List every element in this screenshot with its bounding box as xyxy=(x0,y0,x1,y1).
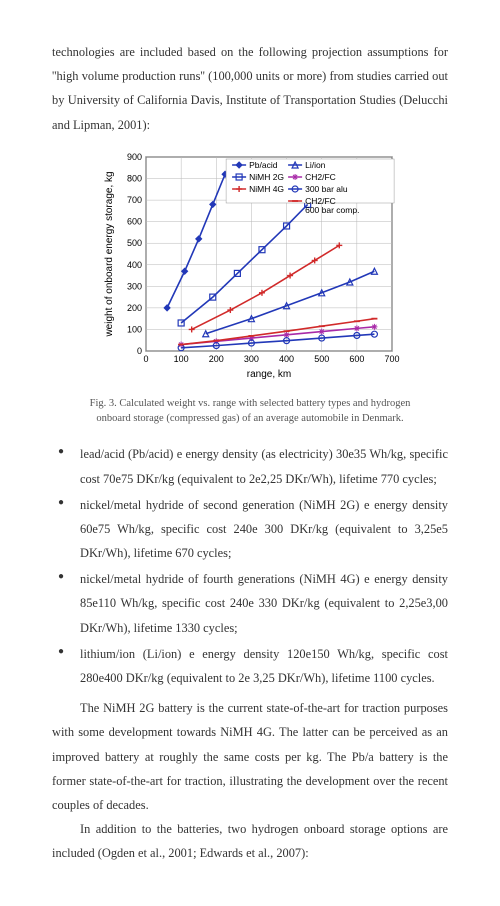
battery-item: lithium/ion (Li/ion) e energy density 12… xyxy=(52,642,448,690)
svg-text:600: 600 xyxy=(349,354,364,364)
battery-list: lead/acid (Pb/acid) e energy density (as… xyxy=(52,442,448,690)
svg-text:0: 0 xyxy=(137,346,142,356)
svg-text:Li/ion: Li/ion xyxy=(305,160,326,170)
paragraph-nimh: The NiMH 2G battery is the current state… xyxy=(52,696,448,817)
intro-paragraph: technologies are included based on the f… xyxy=(52,40,448,137)
svg-text:500: 500 xyxy=(314,354,329,364)
svg-text:weight of onboard energy stora: weight of onboard energy storage, kg xyxy=(104,171,115,337)
svg-text:400: 400 xyxy=(279,354,294,364)
svg-text:700: 700 xyxy=(384,354,399,364)
svg-text:700: 700 xyxy=(127,195,142,205)
svg-text:500: 500 xyxy=(127,238,142,248)
svg-text:300: 300 xyxy=(127,281,142,291)
figure-3: 0 100 200 300 400 500 600 700 0 100 200 300 400 500 60… xyxy=(52,149,448,389)
paragraph-hydrogen: In addition to the batteries, two hydrog… xyxy=(52,817,448,865)
svg-text:range, km: range, km xyxy=(247,369,291,380)
svg-text:NiMH 4G: NiMH 4G xyxy=(249,184,284,194)
svg-text:100: 100 xyxy=(174,354,189,364)
svg-text:200: 200 xyxy=(209,354,224,364)
svg-text:CH2/FC: CH2/FC xyxy=(305,172,336,182)
svg-text:900: 900 xyxy=(127,152,142,162)
battery-item: nickel/metal hydride of fourth generatio… xyxy=(52,567,448,640)
svg-text:NiMH 2G: NiMH 2G xyxy=(249,172,284,182)
svg-text:300: 300 xyxy=(244,354,259,364)
svg-text:600 bar comp.: 600 bar comp. xyxy=(305,205,359,215)
weight-range-chart: 0 100 200 300 400 500 600 700 0 100 200 300 400 500 60… xyxy=(100,149,400,381)
svg-text:200: 200 xyxy=(127,303,142,313)
svg-text:0: 0 xyxy=(143,354,148,364)
battery-item: lead/acid (Pb/acid) e energy density (as… xyxy=(52,442,448,490)
svg-text:600: 600 xyxy=(127,216,142,226)
figure-caption: Fig. 3. Calculated weight vs. range with… xyxy=(88,397,413,426)
battery-item: nickel/metal hydride of second generatio… xyxy=(52,493,448,566)
svg-text:100: 100 xyxy=(127,324,142,334)
svg-text:800: 800 xyxy=(127,173,142,183)
svg-text:400: 400 xyxy=(127,260,142,270)
svg-text:Pb/acid: Pb/acid xyxy=(249,160,278,170)
svg-text:300 bar alu: 300 bar alu xyxy=(305,184,348,194)
